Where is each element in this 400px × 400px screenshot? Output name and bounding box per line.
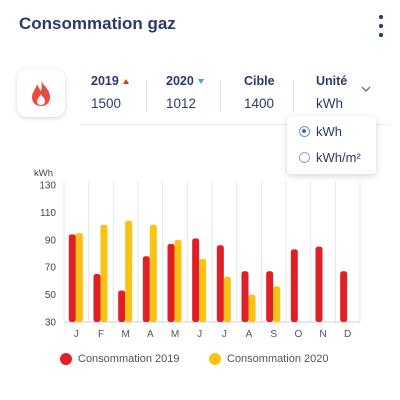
- bar-2020: [199, 258, 207, 322]
- bar-2019: [290, 249, 298, 322]
- y-axis-label: kWh: [34, 168, 53, 179]
- unit-option-kwh[interactable]: kWh: [299, 124, 342, 139]
- bar-2019: [167, 243, 175, 322]
- stat-2019-value: 1500: [91, 96, 122, 111]
- header-divider: [80, 124, 390, 125]
- trend-up-icon: [122, 78, 129, 84]
- chevron-down-icon[interactable]: [361, 86, 371, 93]
- bar-2019: [142, 256, 150, 322]
- y-tick-label: 130: [39, 181, 56, 192]
- y-tick-label: 50: [45, 290, 57, 301]
- bar-2020: [273, 286, 281, 322]
- stat-2019: 2019 1500: [91, 74, 129, 111]
- widget-title: Consommation gaz: [19, 14, 176, 33]
- bar-2019: [241, 271, 249, 322]
- x-tick-label: M: [171, 329, 179, 340]
- x-tick-label: S: [270, 329, 277, 340]
- bar-2020: [125, 220, 133, 322]
- x-tick-label: A: [246, 329, 253, 340]
- radio-selected[interactable]: [299, 126, 310, 137]
- divider: [293, 80, 294, 112]
- unit-option-kwh-m2[interactable]: kWh/m²: [299, 150, 361, 165]
- bar-2019: [315, 246, 323, 322]
- stat-target: Cible 1400: [244, 74, 275, 111]
- x-tick-label: J: [222, 329, 227, 340]
- unit-option-label: kWh/m²: [316, 150, 361, 165]
- bar-2020: [174, 239, 182, 322]
- stat-2019-label: 2019: [91, 74, 119, 88]
- unit-option-label: kWh: [316, 124, 342, 139]
- unit-label: Unité: [316, 74, 348, 88]
- legend-swatch: [60, 353, 72, 365]
- y-tick-label: 70: [45, 263, 57, 274]
- bar-2019: [192, 238, 200, 322]
- bar-2020: [100, 224, 108, 322]
- flame-icon: [17, 69, 65, 117]
- divider: [220, 80, 221, 112]
- stat-target-label: Cible: [244, 74, 275, 88]
- x-tick-label: F: [98, 329, 104, 340]
- x-tick-label: M: [121, 329, 129, 340]
- radio-unselected[interactable]: [299, 152, 310, 163]
- x-tick-label: J: [197, 329, 202, 340]
- bar-2019: [340, 271, 348, 322]
- stat-2020-value: 1012: [166, 96, 197, 111]
- x-tick-label: N: [319, 329, 326, 340]
- y-tick-label: 110: [40, 208, 56, 219]
- bar-2020: [248, 294, 256, 322]
- bar-2020: [75, 232, 83, 322]
- bar-2020: [149, 224, 157, 322]
- bar-2019: [68, 234, 76, 322]
- x-tick-label: D: [344, 329, 351, 340]
- bar-2019: [266, 271, 274, 322]
- unit-value: kWh: [316, 96, 343, 111]
- trend-down-icon: [197, 78, 204, 84]
- stat-target-value: 1400: [244, 96, 275, 111]
- bar-2019: [118, 290, 126, 322]
- unit-selector[interactable]: Unité kWh: [316, 74, 347, 111]
- x-tick-label: A: [147, 329, 154, 340]
- bar-2019: [93, 274, 101, 322]
- kebab-menu-icon[interactable]: [376, 15, 386, 37]
- bar-2020: [223, 276, 231, 322]
- legend-label: Consommation 2019: [78, 353, 180, 365]
- y-tick-label: 30: [45, 318, 57, 329]
- x-tick-label: J: [74, 329, 79, 340]
- bar-2019: [216, 245, 224, 322]
- divider: [146, 80, 147, 112]
- legend-swatch: [209, 353, 221, 365]
- stat-2020-label: 2020: [166, 74, 194, 88]
- stat-2020: 2020 1012: [166, 74, 204, 111]
- unit-dropdown-menu: kWh kWh/m²: [287, 116, 376, 174]
- y-tick-label: 90: [45, 235, 57, 246]
- legend-item-2020: Consommation 2020: [209, 353, 329, 365]
- legend-label: Consommation 2020: [227, 353, 329, 365]
- legend-item-2019: Consommation 2019: [60, 353, 180, 365]
- x-tick-label: O: [294, 329, 302, 340]
